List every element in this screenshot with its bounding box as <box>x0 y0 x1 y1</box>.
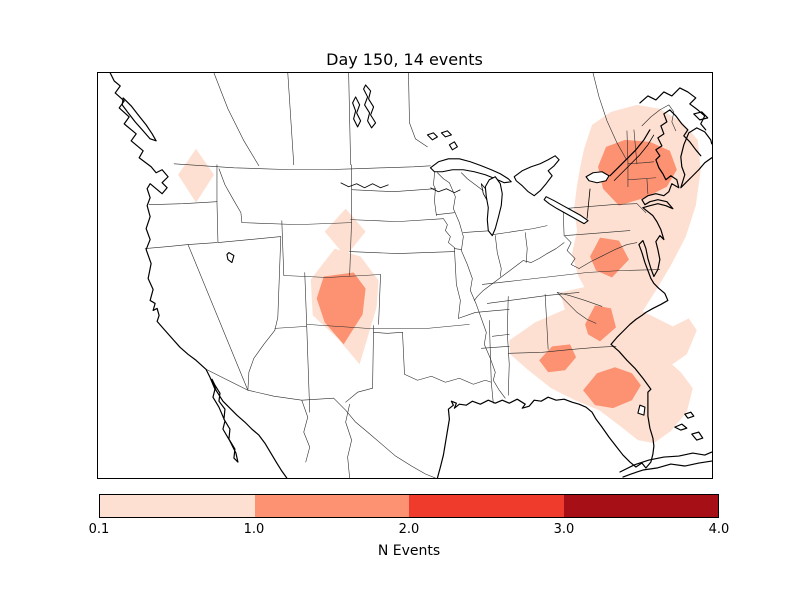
great-salt-lake <box>226 252 235 264</box>
nova-scotia-coast <box>680 127 712 189</box>
rivers <box>340 134 655 219</box>
colorbar-segment-2.0-3.0 <box>409 495 564 517</box>
lake-winnipeg <box>363 84 377 129</box>
lake-ontario <box>585 171 610 184</box>
north-florida-core-contour <box>583 367 641 409</box>
lake-superior <box>429 158 512 184</box>
coastlines <box>109 73 712 478</box>
lake-nipigon <box>448 141 458 151</box>
alabama-georgia-core-contour <box>539 344 577 373</box>
colorbar-tick-labels: 0.1 1.0 2.0 3.0 4.0 <box>89 522 730 538</box>
lake-michigan <box>484 176 503 237</box>
vancouver-island <box>121 97 157 142</box>
map-axes-frame <box>97 72 713 479</box>
colorbar-axis-label: N Events <box>377 543 441 559</box>
colorbar-tick-0.1: 0.1 <box>88 522 110 537</box>
bahamas-islands <box>674 411 704 441</box>
us-events-map <box>109 73 712 478</box>
colorbar-tick-4.0: 4.0 <box>708 522 730 537</box>
colorbar-segment-0.1-1.0 <box>100 495 255 517</box>
state-borders <box>144 73 677 478</box>
lake-of-the-woods <box>426 132 438 141</box>
gulf-of-st-lawrence-coast <box>639 87 707 131</box>
lake-erie <box>543 196 589 225</box>
colorbar-segment-1.0-2.0 <box>254 495 409 517</box>
colorbar <box>99 494 719 518</box>
cuba-coast <box>619 451 712 478</box>
lake-huron <box>513 155 560 197</box>
south-carolina-core-contour <box>585 305 616 342</box>
prince-edward-island <box>693 111 709 121</box>
lake-okeechobee <box>637 404 646 416</box>
great-lakes <box>226 84 646 416</box>
gulf-atlantic-coast <box>436 109 702 478</box>
pacific-northwest-washington-contour <box>178 148 214 203</box>
colorbar-tick-2.0: 2.0 <box>398 522 420 537</box>
rainy-lake <box>440 130 452 138</box>
new-york-new-england-core-contour <box>598 139 677 206</box>
colorbar-segment-3.0-4.0 <box>563 495 718 517</box>
colorbar-tick-1.0: 1.0 <box>243 522 265 537</box>
colorado-core-contour <box>316 272 366 345</box>
colorbar-tick-3.0: 3.0 <box>553 522 575 537</box>
lake-manitoba <box>352 96 362 128</box>
montana-wyoming-border-contour <box>324 208 366 257</box>
st-lawrence-river <box>609 129 651 177</box>
pacific-baja-coast <box>109 73 288 478</box>
chart-title: Day 150, 14 events <box>326 50 483 69</box>
event-contour-fills <box>178 104 701 444</box>
